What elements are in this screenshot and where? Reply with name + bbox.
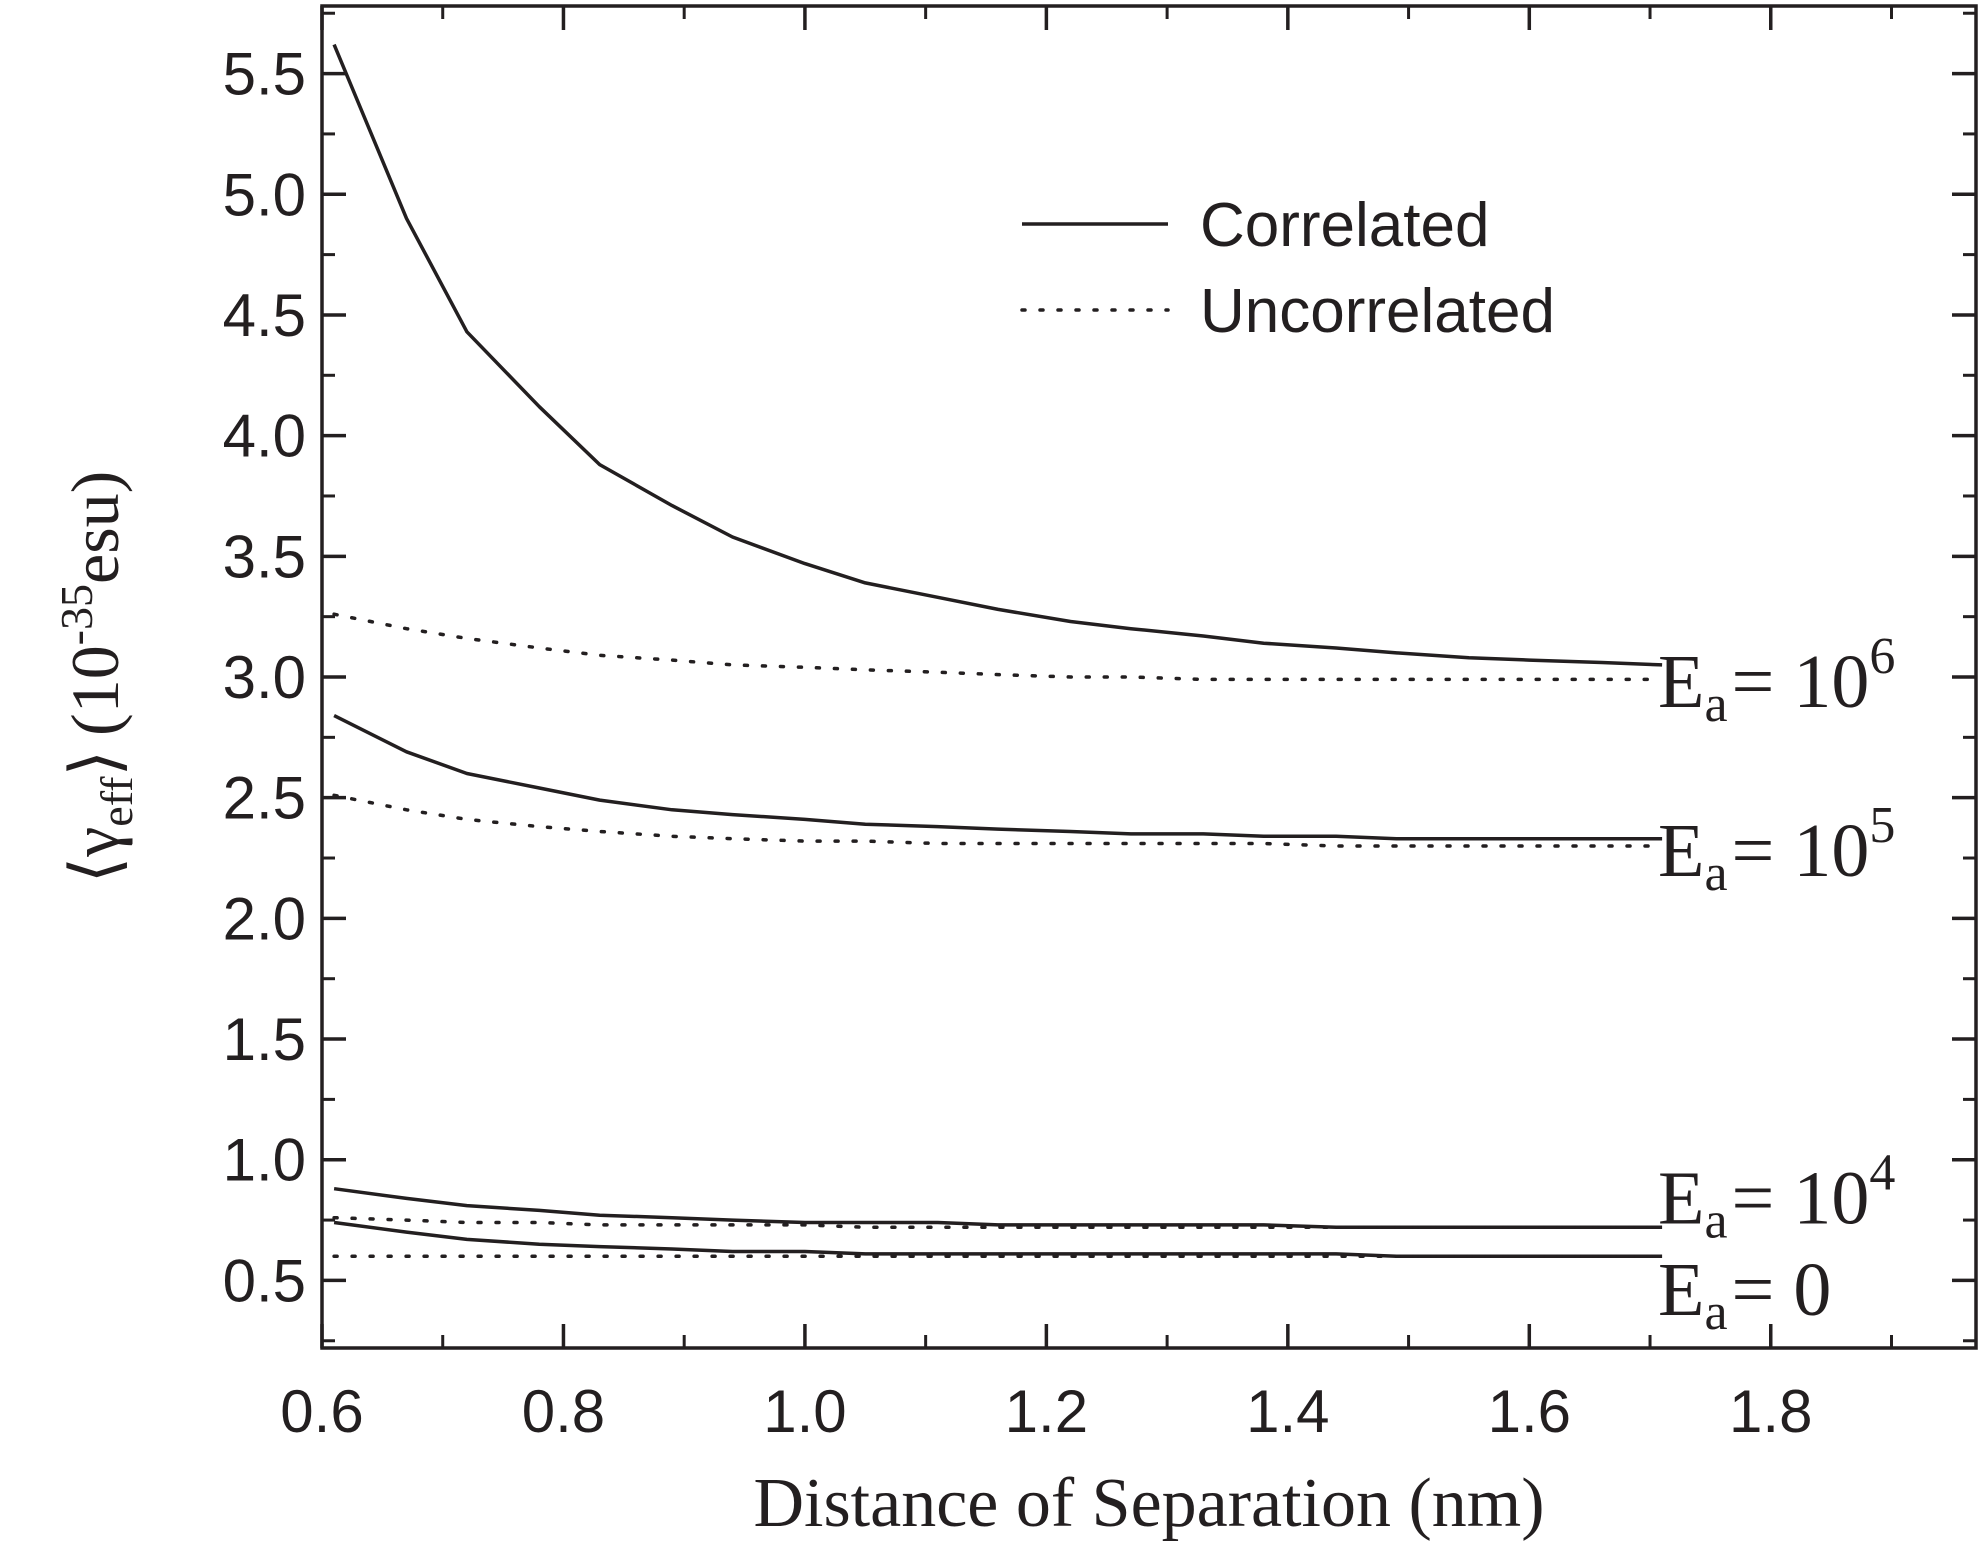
curve-annotation: Ea= 106 — [1658, 628, 1895, 733]
x-tick-label: 1.2 — [1005, 1378, 1088, 1445]
y-tick-label: 2.5 — [223, 765, 306, 832]
y-axis-unit-prefix: (10 — [57, 645, 133, 736]
correlated-line — [333, 1186, 1663, 1230]
correlated-line — [332, 43, 1663, 667]
y-tick-label: 2.0 — [223, 885, 306, 952]
annotation-exponent: 4 — [1869, 1145, 1895, 1202]
y-axis-bracket-right: ⟩ — [57, 750, 133, 777]
correlated-line — [333, 714, 1663, 841]
svg-text:⟨γeff⟩(10-35esu): ⟨γeff⟩ (10-35esu) — [51, 471, 142, 884]
y-tick-label: 5.0 — [223, 161, 306, 228]
legend-label-uncorrelated: Uncorrelated — [1200, 277, 1555, 346]
legend: Correlated Uncorrelated — [1020, 191, 1555, 346]
curve-annotation: Ea= 105 — [1658, 797, 1895, 902]
y-tick-label: 1.5 — [223, 1006, 306, 1073]
uncorrelated-line — [332, 612, 1664, 682]
uncorrelated-line — [332, 793, 1664, 848]
y-tick-label: 4.0 — [223, 403, 306, 470]
annotation-symbol: E — [1658, 1157, 1704, 1241]
y-tick-label: 1.0 — [223, 1127, 306, 1194]
annotation-value: = 10 — [1732, 1157, 1870, 1241]
x-tick-label: 1.0 — [763, 1378, 846, 1445]
series-lines — [332, 43, 1664, 1259]
annotation-symbol: E — [1658, 640, 1704, 724]
y-tick-label: 4.5 — [223, 282, 306, 349]
annotation-subscript: a — [1704, 1193, 1727, 1250]
y-tick-label: 0.5 — [223, 1247, 306, 1314]
annotation-symbol: E — [1658, 1248, 1704, 1332]
annotation-value: = 10 — [1732, 640, 1870, 724]
x-tick-label: 0.8 — [522, 1378, 605, 1445]
correlated-line — [333, 1220, 1663, 1259]
x-tick-label: 1.8 — [1729, 1378, 1812, 1445]
annotation-exponent: 5 — [1869, 797, 1895, 854]
axis-ticks — [320, 6, 1976, 1348]
curve-annotation: Ea= 104 — [1658, 1145, 1895, 1250]
y-axis-gamma: γ — [57, 827, 133, 858]
annotation-symbol: E — [1658, 809, 1704, 893]
legend-label-correlated: Correlated — [1200, 191, 1489, 260]
y-tick-label: 3.5 — [223, 523, 306, 590]
annotation-subscript: a — [1704, 845, 1727, 902]
annotation-value: = 0 — [1732, 1248, 1832, 1332]
y-axis-title: ⟨γeff⟩ (10-35esu) — [51, 471, 142, 884]
y-tick-label: 3.0 — [223, 644, 306, 711]
x-tick-label: 1.6 — [1488, 1378, 1571, 1445]
y-axis-exponent: -35 — [51, 584, 102, 645]
x-axis-title: Distance of Separation (nm) — [753, 1465, 1544, 1542]
y-axis-subscript: eff — [91, 776, 142, 827]
tick-labels: 0.6 0.8 1.0 1.2 1.4 1.6 1.8 0.5 1.0 1.5 2.0 2.5 3.0 3… — [223, 41, 1813, 1445]
x-tick-label: 1.4 — [1246, 1378, 1329, 1445]
y-axis-unit-suffix: esu) — [57, 471, 133, 584]
annotation-exponent: 6 — [1869, 628, 1895, 685]
annotation-value: = 10 — [1732, 809, 1870, 893]
curve-annotation: Ea= 0 — [1658, 1248, 1831, 1341]
y-axis-bracket-left: ⟨ — [57, 857, 133, 884]
plot-frame — [320, 4, 1978, 1350]
y-tick-label: 5.5 — [223, 41, 306, 108]
annotation-subscript: a — [1704, 676, 1727, 733]
annotation-subscript: a — [1704, 1284, 1727, 1341]
x-tick-label: 0.6 — [280, 1378, 363, 1445]
